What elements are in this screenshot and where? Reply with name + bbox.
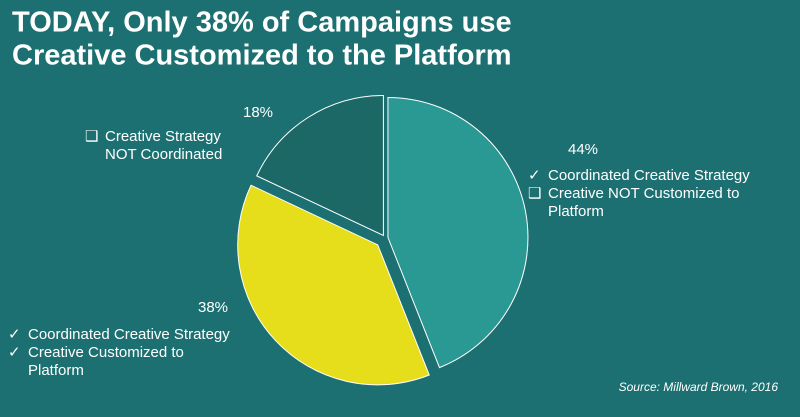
note-text: NOT Coordinated bbox=[105, 146, 222, 163]
note-marker: ✓ bbox=[8, 344, 21, 361]
note-text: Creative Strategy bbox=[105, 128, 221, 145]
note-text: Coordinated Creative Strategy bbox=[28, 326, 230, 343]
pie-slice bbox=[387, 96, 529, 369]
pie-slice bbox=[256, 94, 384, 237]
note-text: Creative NOT Customized to bbox=[548, 185, 739, 202]
source: Source: Millward Brown, 2016 bbox=[619, 380, 779, 394]
note-marker: ❑ bbox=[85, 128, 98, 145]
note-marker: ✓ bbox=[8, 326, 21, 343]
note-text: Platform bbox=[548, 203, 604, 220]
chart-title-line: Creative Customized to the Platform bbox=[12, 40, 512, 72]
note-text: Platform bbox=[28, 362, 84, 379]
pie-slice bbox=[237, 184, 430, 386]
note-marker: ✓ bbox=[528, 167, 541, 184]
value-label: 44% bbox=[568, 141, 598, 158]
chart-title-line: TODAY, Only 38% of Campaigns use bbox=[12, 7, 512, 39]
note-marker: ❑ bbox=[528, 185, 541, 202]
value-label: 38% bbox=[198, 299, 228, 316]
note-text: Creative Customized to bbox=[28, 344, 184, 361]
note-text: Coordinated Creative Strategy bbox=[548, 167, 750, 184]
value-label: 18% bbox=[243, 104, 273, 121]
